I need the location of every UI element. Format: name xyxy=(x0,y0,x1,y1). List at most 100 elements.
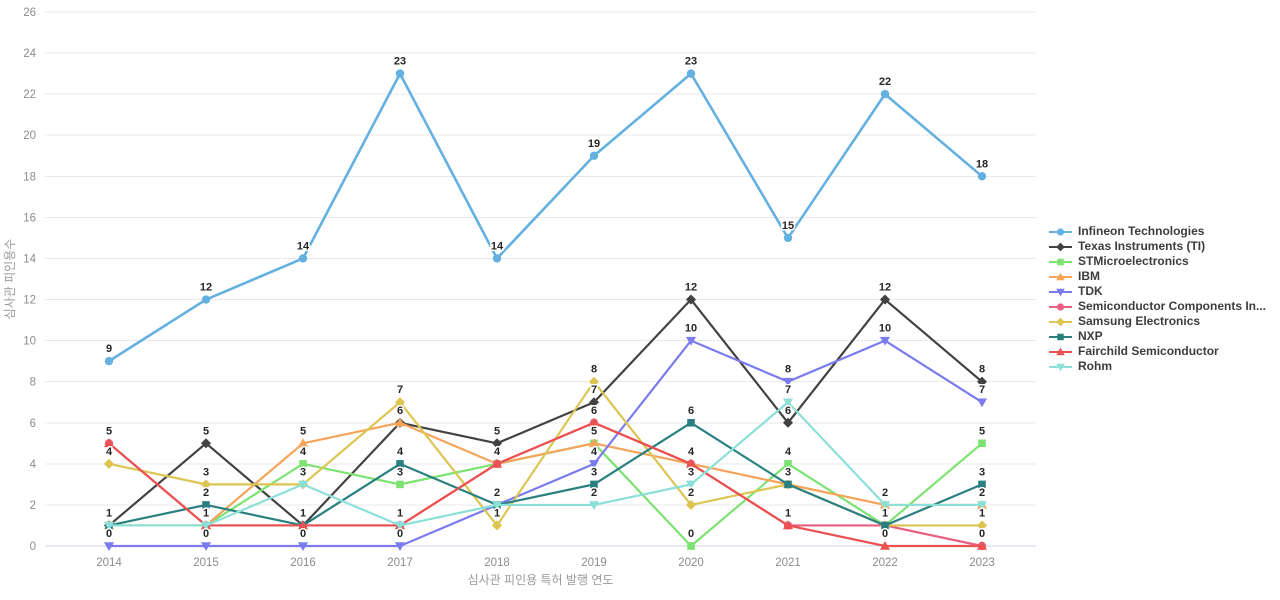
data-point-label: 2 xyxy=(882,487,888,499)
data-point-label: 23 xyxy=(394,56,406,68)
x-axis-title: 심사관 피인용 특허 발행 연도 xyxy=(468,572,614,587)
legend-item[interactable]: Fairchild Semiconductor xyxy=(1048,344,1266,359)
data-point-label: 23 xyxy=(685,56,697,68)
series-line xyxy=(107,339,984,548)
data-point-marker xyxy=(104,356,114,366)
data-point-marker xyxy=(783,233,793,243)
data-point-label: 7 xyxy=(397,384,403,396)
data-point-label: 4 xyxy=(494,446,501,458)
data-point-marker xyxy=(394,417,406,427)
data-point-label: 1 xyxy=(882,507,888,519)
data-point-marker xyxy=(879,540,891,550)
legend-item[interactable]: Samsung Electronics xyxy=(1048,314,1266,329)
legend-label: Samsung Electronics xyxy=(1078,314,1201,328)
data-point-marker xyxy=(297,542,309,552)
data-point-marker xyxy=(396,460,404,468)
data-point-marker xyxy=(976,501,988,510)
data-point-marker xyxy=(1056,317,1065,326)
legend-item[interactable]: NXP xyxy=(1048,329,1266,344)
legend-marker-icon xyxy=(1049,317,1072,326)
data-point-label: 0 xyxy=(882,528,888,540)
data-point-label: 0 xyxy=(979,528,985,540)
data-point-label: 2 xyxy=(203,487,209,499)
data-point-label: 0 xyxy=(106,528,112,540)
data-point-marker xyxy=(589,151,599,160)
legend-item[interactable]: TDK xyxy=(1048,284,1266,299)
data-point-label: 1 xyxy=(106,507,112,519)
data-point-label: 10 xyxy=(879,323,891,335)
data-point-marker xyxy=(1056,272,1065,280)
data-point-label: 22 xyxy=(879,76,891,88)
data-point-label: 1 xyxy=(300,507,306,519)
x-tick-label: 2015 xyxy=(193,557,219,569)
data-point-label: 2 xyxy=(591,487,597,499)
data-point-marker xyxy=(687,542,695,550)
data-point-label: 1 xyxy=(785,507,791,519)
data-point-marker xyxy=(685,499,697,510)
legend-item[interactable]: Infineon Technologies xyxy=(1048,224,1266,239)
legend-item[interactable]: STMicroelectronics xyxy=(1048,254,1266,269)
data-point-marker xyxy=(1056,302,1065,311)
data-point-marker xyxy=(685,294,697,305)
data-point-label: 0 xyxy=(300,528,306,540)
legend-item[interactable]: Texas Instruments (TI) xyxy=(1048,239,1266,254)
y-tick-label: 2 xyxy=(30,500,36,512)
data-point-marker xyxy=(685,336,697,346)
data-point-marker xyxy=(782,398,794,408)
legend-item[interactable]: Semiconductor Components In... xyxy=(1048,299,1266,314)
data-point-label: 4 xyxy=(300,446,307,458)
data-point-label: 1 xyxy=(203,507,209,519)
legend-label: Semiconductor Components In... xyxy=(1078,299,1267,313)
legend-marker-icon xyxy=(1049,363,1072,371)
data-point-label: 4 xyxy=(494,446,501,458)
data-point-label: 3 xyxy=(300,466,306,478)
data-point-label: 1 xyxy=(203,507,209,519)
x-tick-label: 2017 xyxy=(387,557,413,569)
data-point-label: 4 xyxy=(494,446,501,458)
data-point-marker xyxy=(1057,258,1064,265)
data-point-marker xyxy=(1056,363,1065,371)
data-point-label: 3 xyxy=(397,466,403,478)
legend-item[interactable]: IBM xyxy=(1048,269,1266,284)
data-point-label: 8 xyxy=(785,364,791,376)
y-tick-label: 20 xyxy=(23,130,36,142)
data-point-marker xyxy=(395,69,405,78)
data-point-marker xyxy=(200,521,212,531)
y-tick-label: 12 xyxy=(23,295,36,307)
x-tick-label: 2021 xyxy=(775,557,801,569)
data-point-label: 5 xyxy=(591,425,597,437)
data-point-label: 0 xyxy=(688,528,694,540)
y-tick-label: 10 xyxy=(23,336,36,348)
data-point-label: 3 xyxy=(203,466,209,478)
data-point-label: 12 xyxy=(685,282,697,294)
data-point-marker xyxy=(492,254,502,263)
legend-label: Texas Instruments (TI) xyxy=(1078,239,1206,253)
data-point-marker xyxy=(1056,227,1065,236)
data-point-marker xyxy=(881,521,889,530)
data-point-label: 1 xyxy=(203,507,209,519)
data-point-marker xyxy=(1056,347,1065,355)
data-point-label: 1 xyxy=(882,507,888,519)
data-point-marker xyxy=(394,521,406,531)
data-point-marker xyxy=(297,520,309,530)
data-point-marker xyxy=(1056,288,1065,296)
data-point-label: 18 xyxy=(976,158,988,170)
legend-marker-icon xyxy=(1049,347,1072,355)
data-point-marker xyxy=(491,438,503,449)
data-point-marker xyxy=(491,458,503,468)
data-point-marker xyxy=(202,501,210,509)
data-point-marker xyxy=(685,458,697,468)
data-point-label: 2 xyxy=(494,487,500,499)
data-point-label: 4 xyxy=(688,446,695,458)
data-point-label: 15 xyxy=(782,220,794,232)
legend-label: Infineon Technologies xyxy=(1078,224,1205,238)
x-tick-label: 2016 xyxy=(290,557,316,569)
data-point-marker xyxy=(298,254,308,263)
data-point-label: 5 xyxy=(979,425,985,437)
data-point-label: 4 xyxy=(688,446,695,458)
data-point-label: 6 xyxy=(397,405,403,417)
legend-item[interactable]: Rohm xyxy=(1048,359,1266,374)
legend-label: Fairchild Semiconductor xyxy=(1078,344,1219,358)
legend-label: STMicroelectronics xyxy=(1078,254,1189,268)
data-point-label: 8 xyxy=(591,364,597,376)
